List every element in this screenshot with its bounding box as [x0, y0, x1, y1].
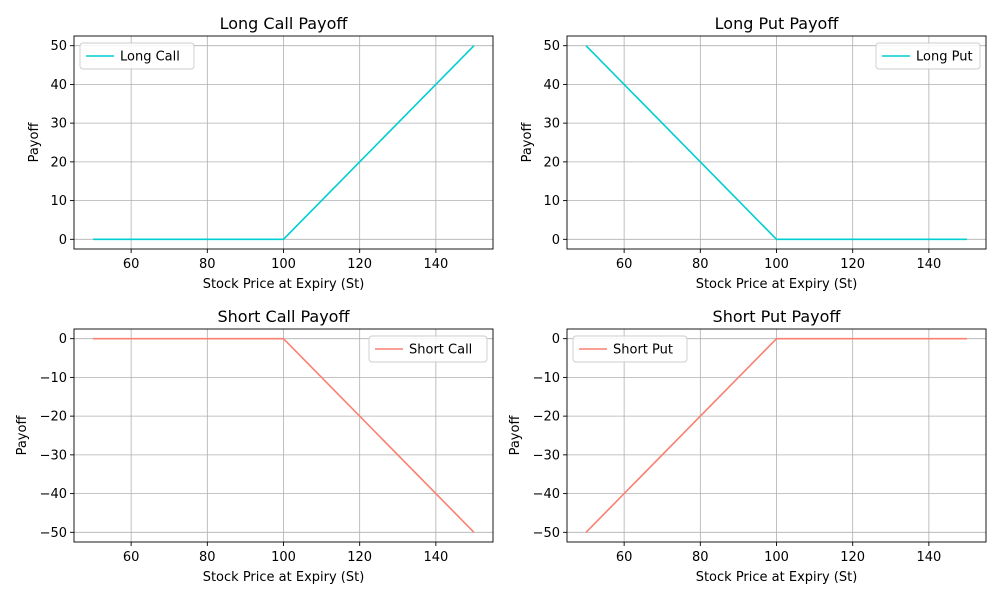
x-tick-label: 120 [840, 257, 865, 272]
x-tick-label: 140 [916, 550, 941, 565]
legend-box [875, 42, 981, 70]
legend: Long Call [79, 42, 195, 70]
x-tick-label: 80 [692, 550, 709, 565]
x-tick-label: 120 [840, 550, 865, 565]
x-tick-label: 120 [347, 550, 372, 565]
legend: Long Put [875, 42, 981, 70]
y-tick-label: −10 [40, 371, 67, 386]
y-axis-label: Payoff [27, 122, 42, 163]
x-tick-label: 60 [123, 257, 140, 272]
x-axis-label: Stock Price at Expiry (St) [203, 277, 365, 292]
chart-title: Long Call Payoff [220, 14, 349, 33]
y-tick-label: 10 [50, 194, 67, 209]
x-tick-label: 100 [271, 550, 296, 565]
y-tick-label: −30 [533, 448, 560, 463]
chart-title: Long Put Payoff [715, 14, 840, 33]
y-tick-label: −40 [40, 487, 67, 502]
x-tick-label: 60 [616, 550, 633, 565]
x-tick-label: 100 [764, 257, 789, 272]
x-tick-label: 140 [423, 550, 448, 565]
y-tick-label: 0 [552, 332, 560, 347]
x-tick-label: 60 [123, 550, 140, 565]
x-tick-label: 80 [199, 257, 216, 272]
y-tick-label: −10 [533, 371, 560, 386]
legend-label: Short Call [409, 343, 472, 358]
y-tick-label: −50 [533, 526, 560, 541]
legend: Short Call [368, 335, 488, 363]
y-tick-label: 0 [552, 233, 560, 248]
x-tick-label: 100 [764, 550, 789, 565]
chart-title: Short Call Payoff [218, 307, 351, 326]
series-line-1 [585, 337, 967, 533]
panel-1: 60 80 100 120 140 0 10 20 30 40 50 Long Call Payoff… [27, 14, 494, 292]
legend-label: Short Put [613, 343, 673, 358]
y-tick-label: 40 [50, 78, 67, 93]
y-tick-label: 40 [543, 78, 560, 93]
x-tick-label: 120 [347, 257, 372, 272]
x-tick-label: 100 [271, 257, 296, 272]
panel-3: 60 80 100 120 140 0 −10 −20 −30 −40 −50 Short Call … [15, 307, 494, 585]
y-tick-label: 0 [59, 233, 67, 248]
y-tick-label: −50 [40, 526, 67, 541]
legend-box [572, 335, 688, 363]
series-line-1 [93, 337, 475, 533]
y-tick-label: −20 [40, 410, 67, 425]
y-tick-label: 20 [50, 155, 67, 170]
series-line-1 [585, 45, 967, 241]
x-tick-label: 80 [692, 257, 709, 272]
legend-label: Long Put [916, 50, 973, 65]
legend-label: Long Call [120, 50, 180, 65]
x-tick-label: 60 [616, 257, 633, 272]
y-axis-label: Payoff [508, 415, 523, 456]
x-tick-label: 80 [199, 550, 216, 565]
y-axis-label: Payoff [15, 415, 30, 456]
series-line-1 [93, 45, 475, 241]
y-tick-label: −20 [533, 410, 560, 425]
x-tick-label: 140 [916, 257, 941, 272]
y-tick-label: 0 [59, 332, 67, 347]
y-tick-label: −40 [533, 487, 560, 502]
y-tick-label: 30 [50, 117, 67, 132]
panel-2: 60 80 100 120 140 0 10 20 30 40 50 Long Put Payoff S… [520, 14, 987, 292]
chart-title: Short Put Payoff [713, 307, 842, 326]
y-tick-label: 30 [543, 117, 560, 132]
x-axis-label: Stock Price at Expiry (St) [203, 570, 365, 585]
x-tick-label: 140 [423, 257, 448, 272]
y-tick-label: 50 [543, 39, 560, 54]
legend: Short Put [572, 335, 688, 363]
panel-4: 60 80 100 120 140 0 −10 −20 −30 −40 −50 Short Put P… [508, 307, 987, 585]
legend-box [368, 335, 488, 363]
y-tick-label: 10 [543, 194, 560, 209]
x-axis-label: Stock Price at Expiry (St) [696, 570, 858, 585]
y-tick-label: 50 [50, 39, 67, 54]
y-tick-label: −30 [40, 448, 67, 463]
x-axis-label: Stock Price at Expiry (St) [696, 277, 858, 292]
y-tick-label: 20 [543, 155, 560, 170]
legend-box [79, 42, 195, 70]
y-axis-label: Payoff [520, 122, 535, 163]
